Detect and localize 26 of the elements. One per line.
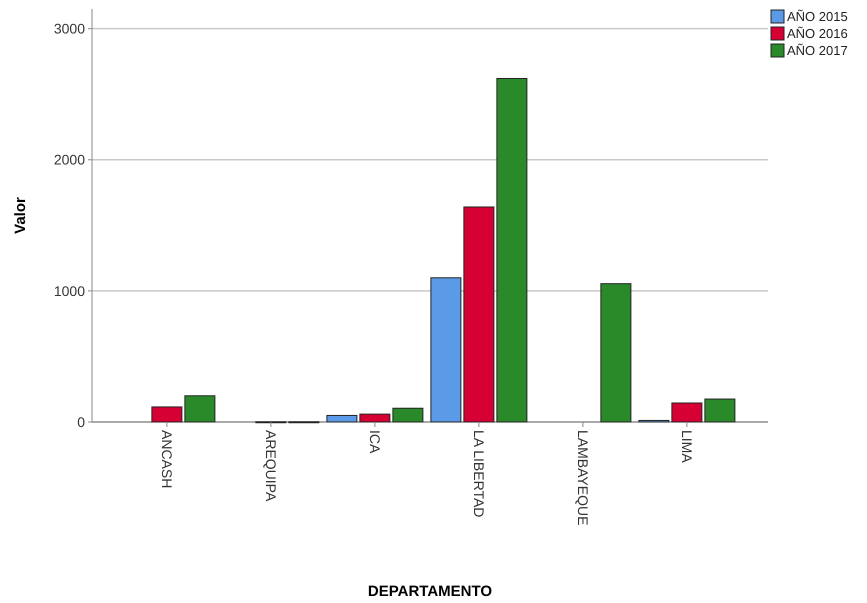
y-tick-label: 3000 xyxy=(54,20,86,37)
bar xyxy=(184,395,216,422)
legend-label: AÑO 2016 xyxy=(787,26,848,41)
legend-label: AÑO 2015 xyxy=(787,9,848,24)
y-tick-label: 2000 xyxy=(54,152,86,168)
bar xyxy=(359,414,390,422)
bar xyxy=(430,277,462,422)
x-tick-label: ANCASH xyxy=(158,430,175,488)
bar xyxy=(600,283,632,422)
x-axis-title: DEPARTAMENTO xyxy=(368,583,492,600)
y-tick-label: 0 xyxy=(77,414,86,430)
x-tick-label: LIMA xyxy=(678,430,695,464)
x-tick-label: AREQUIPA xyxy=(262,430,279,502)
legend-label: AÑO 2017 xyxy=(787,43,848,58)
bar xyxy=(326,414,358,422)
x-tick-label: ICA xyxy=(366,430,383,454)
bar xyxy=(392,408,424,422)
y-tick-label: 1000 xyxy=(54,282,86,299)
x-tick-label: LAMBAYEQUE xyxy=(574,430,591,526)
x-tick-label: LA LIBERTAD xyxy=(470,430,487,518)
bar xyxy=(671,402,702,422)
bar xyxy=(496,78,528,422)
y-axis-title: Valor xyxy=(12,196,29,234)
bar xyxy=(704,398,736,422)
bar xyxy=(151,406,182,422)
bar xyxy=(463,206,494,422)
